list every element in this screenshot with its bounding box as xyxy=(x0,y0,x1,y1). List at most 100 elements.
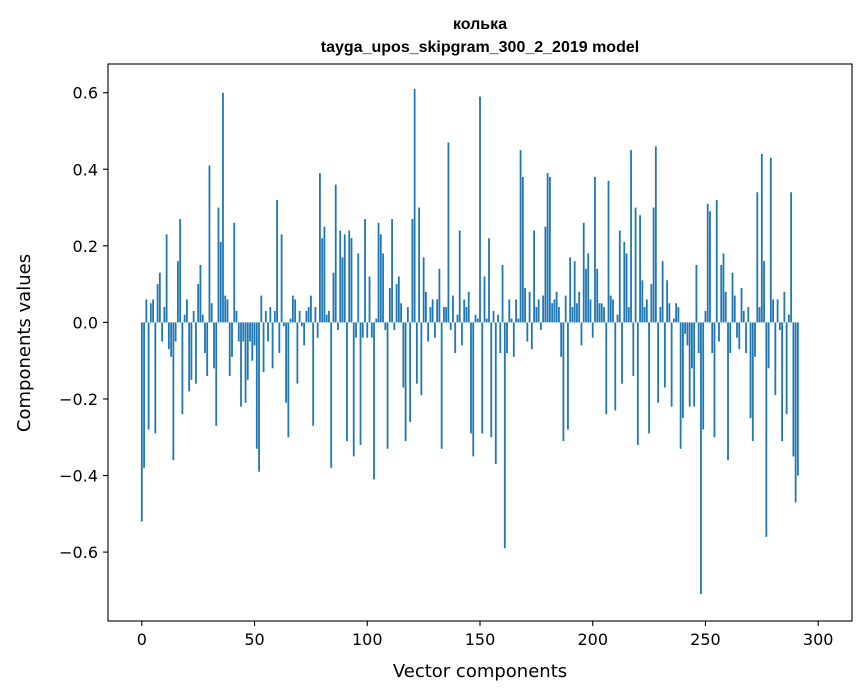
bar xyxy=(237,322,240,342)
bar xyxy=(334,184,337,323)
bar xyxy=(754,322,756,357)
bar xyxy=(661,261,664,323)
y-tick-label: −0.2 xyxy=(59,390,98,409)
bar xyxy=(481,322,484,434)
bar xyxy=(192,310,195,323)
bar xyxy=(627,307,630,323)
bar xyxy=(594,176,596,323)
bar xyxy=(564,295,567,323)
x-tick-label: 250 xyxy=(690,630,721,649)
bar xyxy=(528,291,531,323)
bar xyxy=(415,322,418,384)
bar xyxy=(758,307,761,323)
bar xyxy=(569,257,572,323)
bar xyxy=(787,314,790,323)
chart-subtitle: tayga_upos_skipgram_300_2_2019 model xyxy=(321,39,639,56)
bar xyxy=(352,322,355,457)
bar xyxy=(501,264,504,323)
bar xyxy=(578,291,581,323)
bar xyxy=(785,322,788,415)
bar xyxy=(603,307,605,323)
bar xyxy=(765,322,768,537)
bar xyxy=(397,276,400,323)
bar xyxy=(526,322,529,342)
bar xyxy=(618,230,621,323)
bar xyxy=(152,299,154,323)
bar xyxy=(341,257,344,323)
bar xyxy=(546,173,549,323)
bar xyxy=(179,219,182,323)
bar xyxy=(492,310,495,323)
x-tick-label: 150 xyxy=(465,630,496,649)
bar xyxy=(614,322,617,411)
bar xyxy=(253,322,256,346)
bar xyxy=(343,234,346,323)
bar xyxy=(756,192,759,323)
bar xyxy=(736,322,738,338)
bar xyxy=(508,299,511,323)
bar xyxy=(467,291,470,323)
bar xyxy=(217,207,220,323)
bar xyxy=(506,322,508,354)
y-tick-label: 0.4 xyxy=(73,160,98,179)
bar xyxy=(355,322,357,338)
bar xyxy=(321,238,324,323)
bar xyxy=(181,322,184,415)
bar xyxy=(400,303,402,323)
bar xyxy=(431,299,434,323)
bar xyxy=(370,322,373,338)
bar xyxy=(497,314,499,323)
bar xyxy=(291,295,294,323)
bar xyxy=(346,322,348,442)
bar xyxy=(418,207,421,323)
bar xyxy=(632,322,635,376)
bar xyxy=(720,264,723,323)
bar xyxy=(636,322,639,445)
bar xyxy=(567,322,569,430)
bar xyxy=(271,322,274,369)
bar xyxy=(672,318,675,323)
x-tick-label: 100 xyxy=(352,630,383,649)
bar xyxy=(609,295,612,323)
x-axis-ticks: 0 50 100 150 200 250 300 xyxy=(137,621,833,649)
bar xyxy=(140,322,143,522)
bar xyxy=(634,207,637,323)
bar xyxy=(357,253,360,323)
y-tick-label: 0.6 xyxy=(73,84,98,103)
bar xyxy=(172,322,175,461)
bar xyxy=(314,307,317,323)
bar xyxy=(769,157,772,323)
bar xyxy=(280,234,283,323)
bar xyxy=(571,307,574,323)
bar xyxy=(391,219,393,323)
bar xyxy=(605,322,608,415)
bar xyxy=(165,234,168,323)
bar xyxy=(386,322,389,449)
bar xyxy=(524,287,526,323)
x-tick-label: 0 xyxy=(137,630,147,649)
bar xyxy=(713,322,716,438)
bar xyxy=(677,307,680,323)
bar xyxy=(427,322,430,342)
bar xyxy=(697,322,700,354)
bar xyxy=(479,96,481,323)
bar xyxy=(215,322,218,426)
bar xyxy=(447,142,450,323)
chart-title: колька xyxy=(453,16,507,33)
bar xyxy=(258,322,260,472)
bar xyxy=(474,314,477,323)
bar xyxy=(289,318,292,323)
bar xyxy=(659,307,662,323)
bar xyxy=(772,299,774,323)
bar xyxy=(452,295,454,323)
bar xyxy=(406,307,409,323)
bar xyxy=(262,322,265,373)
y-tick-label: 0.0 xyxy=(73,313,98,332)
bar xyxy=(323,226,326,323)
bar xyxy=(645,299,648,323)
bar xyxy=(488,238,490,323)
bar xyxy=(422,257,425,323)
plot-frame xyxy=(107,63,853,622)
bar xyxy=(551,303,554,323)
bar xyxy=(648,322,650,434)
